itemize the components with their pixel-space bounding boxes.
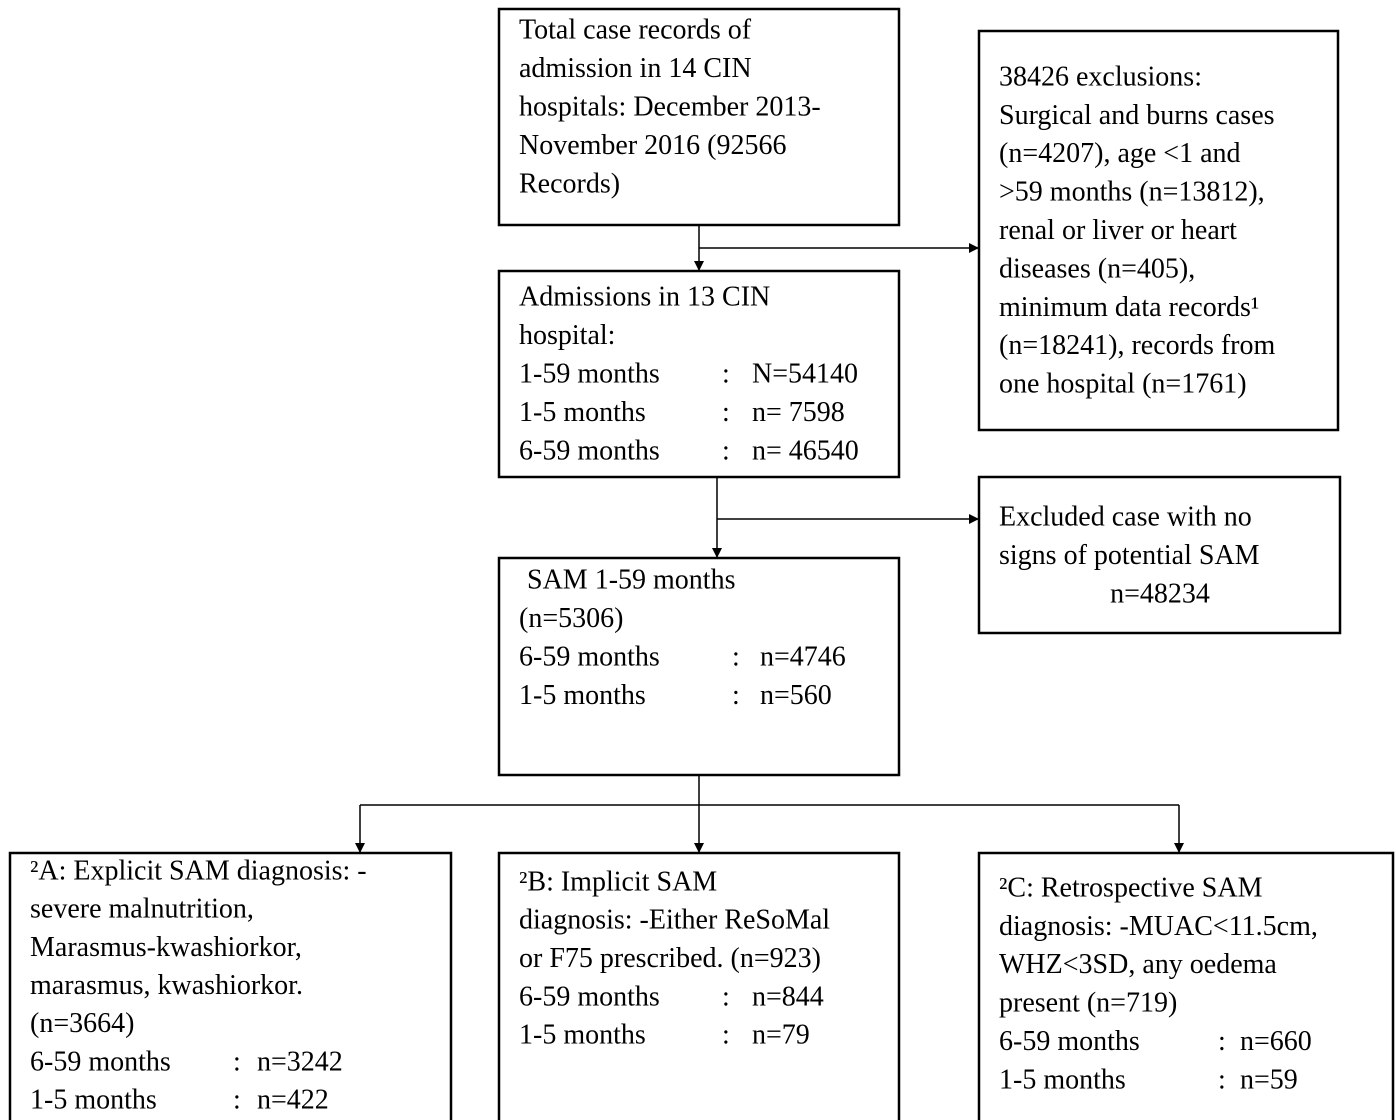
node-text: ²B: Implicit SAM xyxy=(519,866,717,897)
row-value: n=3242 xyxy=(257,1046,343,1077)
row-separator: : xyxy=(233,1085,241,1116)
node-text: hospitals: December 2013- xyxy=(519,91,821,122)
box xyxy=(497,851,901,1120)
node-text: SAM 1-59 months xyxy=(527,564,735,595)
row-label: 1-59 months xyxy=(519,358,660,389)
box xyxy=(977,851,1395,1120)
box xyxy=(497,7,901,227)
box xyxy=(977,475,1342,635)
node-text: >59 months (n=13812), xyxy=(999,177,1265,208)
row-value: n=79 xyxy=(752,1020,810,1051)
row-separator: : xyxy=(732,680,740,711)
node-text: Records) xyxy=(519,168,620,199)
row-value: n=844 xyxy=(752,981,824,1012)
row-separator: : xyxy=(233,1046,241,1077)
row-separator: : xyxy=(1218,1026,1226,1057)
node-text: Surgical and burns cases xyxy=(999,100,1275,131)
row-label: 6-59 months xyxy=(30,1046,171,1077)
row-label: 6-59 months xyxy=(999,1026,1140,1057)
row-value: n= 7598 xyxy=(752,397,845,428)
node-text: renal or liver or heart xyxy=(999,215,1237,246)
box xyxy=(497,556,901,777)
node-text: diagnosis: -Either ReSoMal xyxy=(519,905,830,936)
node-text: (n=18241), records from xyxy=(999,330,1275,361)
node-text: WHZ<3SD, any oedema xyxy=(999,949,1277,980)
row-separator: : xyxy=(722,397,730,428)
node-text: marasmus, kwashiorkor. xyxy=(30,970,303,1001)
row-label: 6-59 months xyxy=(519,641,660,672)
row-value: n=59 xyxy=(1240,1064,1298,1095)
node-text: n=48234 xyxy=(1110,578,1210,609)
node-text: or F75 prescribed. (n=923) xyxy=(519,943,821,974)
node-text: ²C: Retrospective SAM xyxy=(999,872,1263,903)
node-text: 38426 exclusions: xyxy=(999,61,1202,92)
row-separator: : xyxy=(722,981,730,1012)
row-label: 1-5 months xyxy=(519,1020,646,1051)
node-text: diseases (n=405), xyxy=(999,253,1195,284)
node-text: November 2016 (92566 xyxy=(519,130,787,161)
row-label: 1-5 months xyxy=(519,680,646,711)
row-label: 1-5 months xyxy=(30,1085,157,1116)
row-separator: : xyxy=(722,358,730,389)
row-value: n=422 xyxy=(257,1085,329,1116)
node-text: diagnosis: -MUAC<11.5cm, xyxy=(999,911,1318,942)
node-text: (n=4207), age <1 and xyxy=(999,138,1241,169)
row-label: 6-59 months xyxy=(519,981,660,1012)
row-value: n=660 xyxy=(1240,1026,1312,1057)
node-text: one hospital (n=1761) xyxy=(999,369,1247,400)
row-value: n= 46540 xyxy=(752,435,859,466)
row-label: 6-59 months xyxy=(519,435,660,466)
node-text: Admissions in 13 CIN xyxy=(519,281,770,312)
node-text: hospital: xyxy=(519,320,615,351)
node-text: (n=3664) xyxy=(30,1008,134,1039)
row-label: 1-5 months xyxy=(999,1064,1126,1095)
row-value: n=560 xyxy=(760,680,832,711)
box xyxy=(8,851,453,1120)
row-value: n=4746 xyxy=(760,641,846,672)
node-text: Excluded case with no xyxy=(999,501,1252,532)
row-separator: : xyxy=(732,641,740,672)
node-text: signs of potential SAM xyxy=(999,540,1260,571)
node-text: (n=5306) xyxy=(519,603,623,634)
row-separator: : xyxy=(1218,1064,1226,1095)
box xyxy=(497,269,901,479)
row-separator: : xyxy=(722,435,730,466)
node-text: severe malnutrition, xyxy=(30,894,254,925)
node-text: admission in 14 CIN xyxy=(519,53,752,84)
node-text: Marasmus-kwashiorkor, xyxy=(30,932,302,963)
row-value: N=54140 xyxy=(752,358,858,389)
connectors xyxy=(355,225,1184,853)
node-text: ²A: Explicit SAM diagnosis: - xyxy=(30,855,367,886)
row-separator: : xyxy=(722,1020,730,1051)
row-label: 1-5 months xyxy=(519,397,646,428)
box xyxy=(977,29,1340,432)
node-text: minimum data records¹ xyxy=(999,292,1259,323)
node-text: present (n=719) xyxy=(999,988,1177,1019)
node-text: Total case records of xyxy=(519,14,752,45)
